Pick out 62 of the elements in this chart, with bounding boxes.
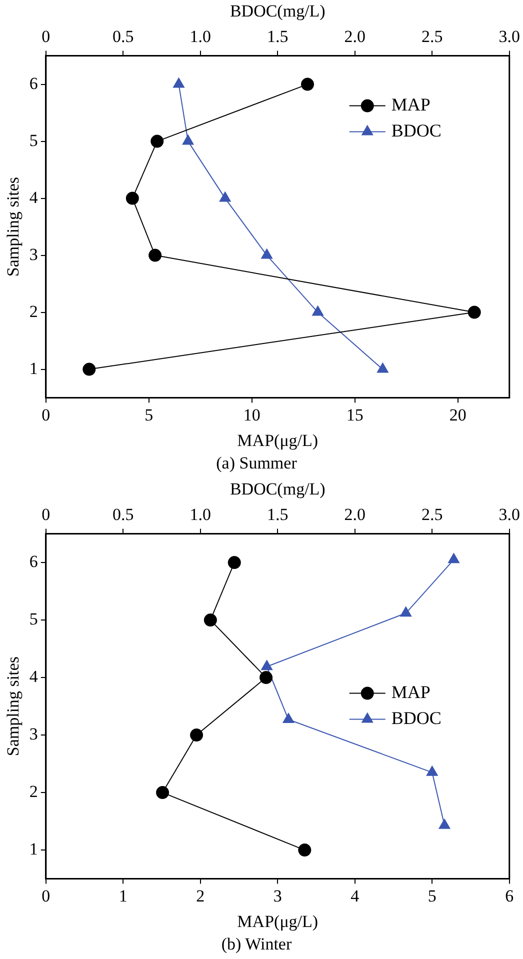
x-tick-label: 6: [505, 886, 514, 906]
text: (a) Summer: [216, 453, 298, 472]
point: [298, 844, 312, 857]
x-tick-label: 1: [118, 886, 128, 906]
point: [156, 786, 170, 800]
x2-tick-label: 0.5: [112, 27, 134, 46]
legend-label: BDOC: [391, 120, 442, 141]
x-tick-label: 15: [346, 405, 364, 424]
x2-tick-label: 1.5: [267, 27, 288, 46]
x2-axis-title: BDOC(mg/L): [230, 2, 326, 21]
x2-tick-label: 0: [42, 505, 50, 524]
x2-tick-label: 1.0: [190, 505, 212, 524]
y-tick-label: 5: [29, 130, 38, 150]
x-tick-label: 5: [144, 405, 154, 424]
point: [150, 134, 164, 148]
y-tick-label: 3: [29, 244, 38, 264]
x-tick-label: 5: [428, 886, 436, 906]
y-tick-label: 4: [29, 188, 38, 207]
x2-tick-label: 0: [42, 27, 50, 46]
x2-tick-label: 3.0: [498, 505, 520, 524]
point: [82, 362, 96, 376]
point: [260, 671, 273, 684]
x2-tick-label: 1.5: [267, 505, 288, 524]
y-tick-label: 5: [29, 610, 38, 629]
x-axis-title: MAP(μg/L): [237, 912, 318, 931]
x2-tick-label: 2.0: [344, 505, 366, 524]
y-tick-label: 4: [29, 667, 38, 686]
y-axis-title: Sampling sites: [4, 656, 23, 756]
legend-label: BDOC: [391, 708, 442, 728]
x2-tick-label: 0.5: [112, 505, 134, 524]
y-tick-label: 6: [29, 552, 38, 572]
x-tick-label: 10: [243, 405, 260, 424]
y-tick-label: 1: [29, 358, 38, 378]
point: [190, 728, 204, 742]
text: (b) Winter: [221, 934, 292, 954]
legend-label: MAP: [391, 94, 430, 115]
x2-tick-label: 2.5: [422, 505, 443, 524]
legend-label: MAP: [391, 682, 430, 702]
point: [148, 248, 162, 262]
x-tick-label: 4: [350, 886, 360, 906]
x2-tick-label: 2.5: [422, 27, 443, 46]
x-tick-label: 3: [273, 886, 282, 906]
x2-axis-title: BDOC(mg/L): [230, 480, 326, 499]
point: [301, 78, 314, 91]
x-tick-label: 2: [196, 886, 205, 906]
y-tick-label: 1: [29, 840, 38, 859]
y-tick-label: 2: [29, 782, 38, 802]
point: [126, 192, 139, 205]
y-axis-title: Sampling sites: [4, 176, 23, 277]
x-tick-label: 0: [42, 405, 50, 424]
y-tick-label: 3: [29, 724, 38, 744]
x2-tick-label: 2.0: [344, 27, 366, 46]
x-axis-title: MAP(μg/L): [237, 430, 318, 450]
x-tick-label: 0: [42, 886, 50, 906]
y-tick-label: 6: [29, 74, 38, 93]
point: [228, 556, 241, 570]
y-tick-label: 2: [29, 302, 38, 321]
x-tick-label: 20: [449, 405, 466, 424]
x2-tick-label: 1.0: [190, 27, 212, 46]
x2-tick-label: 3.0: [498, 27, 520, 46]
point: [468, 306, 481, 319]
point: [204, 614, 217, 627]
